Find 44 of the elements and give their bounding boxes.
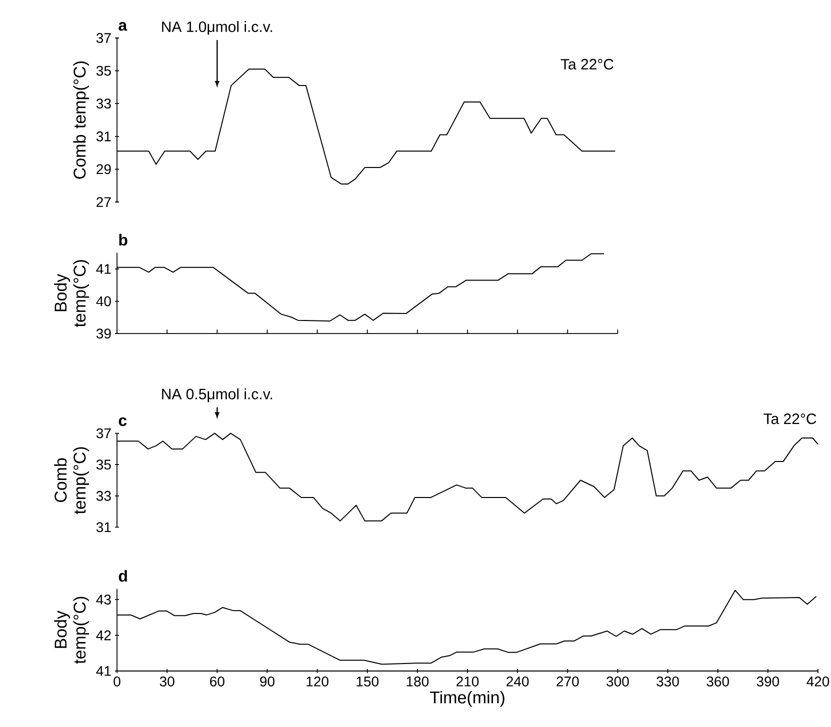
y-axis-title: Body temp(°C) xyxy=(54,260,90,328)
y-tick-label: 31 xyxy=(96,522,111,532)
chart-title: d xyxy=(118,570,127,582)
chart-title: b xyxy=(119,234,128,246)
y-tick-label: 37 xyxy=(96,428,111,438)
y-tick-label: 41 xyxy=(96,666,111,676)
x-axis-title: Time(min) xyxy=(430,690,504,707)
y-tick-label: 29 xyxy=(96,164,111,174)
x-tick-label: 150 xyxy=(356,676,378,686)
y-tick-label: 35 xyxy=(96,460,111,470)
text: Ta 22°C xyxy=(764,413,816,424)
x-tick-label: 330 xyxy=(656,676,679,686)
y-tick-label: 33 xyxy=(96,490,111,501)
chart-title: a xyxy=(118,22,128,31)
x-tick-label: 390 xyxy=(756,676,780,686)
x-tick-label: 420 xyxy=(806,676,830,686)
y-tick-label: 27 xyxy=(96,197,111,207)
y-axis-title: Body temp(°C) xyxy=(54,596,90,664)
x-tick-label: 120 xyxy=(306,676,328,686)
chart-title: c xyxy=(118,417,127,426)
y-tick-label: 41 xyxy=(96,264,111,274)
annotation: NA 0.5μmol i.c.v. xyxy=(162,388,272,402)
x-tick-label: 240 xyxy=(506,676,529,686)
annotation: Ta 22°C xyxy=(560,58,614,70)
y-tick-label: 33 xyxy=(96,98,111,109)
x-tick-label: 300 xyxy=(606,676,629,686)
y-tick-label: 40 xyxy=(96,296,111,306)
y-tick-label: 43 xyxy=(96,594,111,605)
y-axis-title: Comb temp(°C) xyxy=(73,61,90,179)
y-tick-label: 39 xyxy=(96,328,111,339)
x-tick-label: 270 xyxy=(556,676,579,686)
x-tick-label: 180 xyxy=(406,676,429,686)
x-tick-label: 30 xyxy=(160,676,174,686)
y-axis-title: Comb temp(°C) xyxy=(54,447,90,514)
x-tick-label: 210 xyxy=(456,676,479,686)
y-tick-label: 31 xyxy=(96,131,111,142)
x-tick-label: 360 xyxy=(706,676,729,686)
y-tick-label: 42 xyxy=(96,630,111,640)
annotation: NA 1.0μmol i.c.v. xyxy=(162,21,272,35)
x-tick-label: 90 xyxy=(260,676,274,686)
y-tick-label: 35 xyxy=(96,66,111,76)
x-tick-label: 60 xyxy=(210,676,224,686)
x-tick-label: 0 xyxy=(114,676,120,686)
y-tick-label: 37 xyxy=(96,33,111,43)
